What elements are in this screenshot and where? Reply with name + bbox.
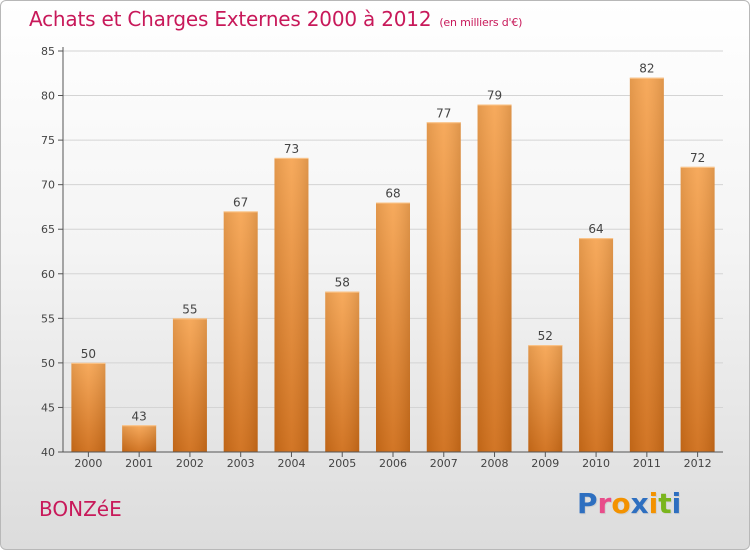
y-tick-label: 50 [41,357,55,370]
x-tick-label: 2010 [582,457,610,470]
chart-subtitle: (en milliers d'€) [439,16,523,29]
y-tick-label: 85 [41,45,55,58]
bar-shade [122,425,157,452]
logo-letter: r [597,487,612,520]
x-tick-label: 2008 [481,457,509,470]
x-tick-labels: 2000 2001 2002 2003 2004 2005 2006 2007 2008 2009… [74,452,712,470]
bar-shade [223,211,258,452]
data-label: 79 [487,88,502,102]
data-label: 50 [81,347,96,361]
x-tick-label: 2001 [125,457,153,470]
x-tick-label: 2003 [227,457,255,470]
bar-shade [376,202,410,452]
y-tick-label: 65 [41,223,55,236]
y-tick-label: 45 [41,401,55,414]
logo-letter: P [577,487,598,520]
data-label: 72 [690,151,705,165]
y-tick-label: 40 [41,446,55,459]
x-tick-label: 2005 [328,457,356,470]
bar-shade [477,104,512,452]
data-label: 52 [538,329,553,343]
logo-letter: x [630,487,649,520]
bar-shade [426,122,461,453]
chart-title: Achats et Charges Externes 2000 à 2012 (e… [29,7,522,31]
x-tick-label: 2004 [277,457,305,470]
x-tick-label: 2006 [379,457,407,470]
y-tick-label: 55 [41,312,55,325]
bar-shade [274,157,309,452]
x-tick-label: 2002 [176,457,204,470]
data-label: 64 [588,222,603,236]
bar-shade [629,77,664,452]
y-tick-label: 75 [41,134,55,147]
logo-letter: o [611,487,631,520]
bars [71,77,715,453]
bar-shade [172,318,207,452]
y-tick-labels: 40 45 50 55 60 65 70 75 80 85 [41,45,63,459]
logo-letter: i [648,487,659,520]
data-label: 43 [132,409,147,423]
proxiti-logo: Proxiti [577,487,681,520]
bar-shade [680,166,715,452]
data-label: 58 [335,276,350,290]
bar-shade [71,362,106,452]
x-tick-label: 2011 [633,457,661,470]
chart-title-text: Achats et Charges Externes 2000 à 2012 [29,7,432,31]
data-label: 55 [182,302,197,316]
bar-shade [579,238,614,452]
bar-shade [528,345,563,452]
logo-letter: t [658,487,672,520]
y-tick-label: 60 [41,268,55,281]
data-label: 77 [436,106,451,120]
logo-letter: i [671,487,682,520]
x-tick-label: 2000 [74,457,102,470]
town-name: BONZéE [39,497,122,521]
data-label: 73 [284,142,299,156]
data-label: 68 [385,186,400,200]
y-tick-label: 80 [41,90,55,103]
x-tick-label: 2012 [684,457,712,470]
data-label: 67 [233,195,248,209]
data-labels: 50 43 55 67 73 58 68 77 79 52 64 82 72 [81,62,706,424]
data-label: 82 [639,62,654,76]
x-tick-label: 2007 [430,457,458,470]
x-tick-label: 2009 [531,457,559,470]
bar-shade [325,291,360,452]
y-tick-label: 70 [41,179,55,192]
